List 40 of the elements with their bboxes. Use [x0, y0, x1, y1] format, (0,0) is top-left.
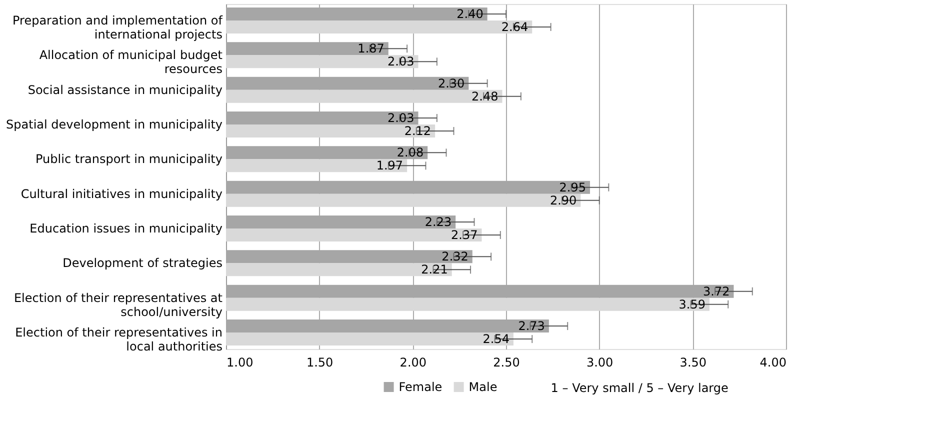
- data-label: 2.32: [442, 250, 468, 264]
- data-label: 2.90: [550, 193, 577, 208]
- data-label: 2.54: [482, 332, 510, 346]
- data-label: 2.48: [472, 89, 498, 104]
- x-tick-label: 1.50: [306, 356, 334, 370]
- x-tick-label: 1.00: [226, 356, 254, 370]
- data-label: 2.03: [388, 54, 414, 69]
- data-label: 2.73: [518, 319, 545, 334]
- data-label: 2.40: [456, 6, 484, 21]
- data-label: 2.95: [559, 180, 586, 194]
- data-label: 2.37: [451, 228, 478, 242]
- y-tick-label: Election of their representatives at school/university: [14, 290, 223, 319]
- y-tick-label: Development of strategies: [62, 256, 222, 270]
- data-label: 2.64: [501, 20, 528, 34]
- data-label: 3.59: [678, 297, 706, 312]
- y-tick-label: Allocation of municipal budget resources: [39, 48, 223, 76]
- y-tick-label: Spatial development in municipality: [6, 117, 222, 132]
- data-label: 3.72: [703, 284, 730, 298]
- data-label: 2.23: [424, 215, 452, 230]
- x-tick-label: 4.00: [760, 356, 786, 370]
- y-tick-label: Cultural initiatives in municipality: [20, 186, 222, 201]
- legend-label: Male: [468, 380, 498, 394]
- x-tick-label: 3.50: [680, 356, 707, 370]
- x-tick-label: 2.50: [493, 356, 520, 370]
- y-tick-label: Social assistance in municipality: [28, 82, 222, 97]
- legend-label: Female: [398, 380, 442, 394]
- data-label: 1.97: [376, 158, 404, 173]
- data-label: 2.08: [396, 146, 424, 160]
- data-label: 2.30: [438, 76, 465, 90]
- x-tick-label: 3.00: [586, 356, 614, 370]
- data-label: 1.87: [358, 42, 384, 56]
- text: 1 – Very small / 5 – Very large: [550, 381, 728, 395]
- y-tick-label: Preparation and implementation of international projects: [12, 13, 224, 42]
- y-tick-label: Public transport in municipality: [36, 152, 222, 166]
- y-tick-label: Election of their representatives in local authorities: [15, 326, 222, 354]
- y-tick-label: Education issues in municipality: [30, 222, 222, 236]
- data-label: 2.12: [404, 124, 432, 138]
- data-label: 2.21: [421, 262, 448, 277]
- x-tick-label: 2.00: [400, 356, 427, 370]
- data-label: 2.03: [388, 110, 414, 125]
